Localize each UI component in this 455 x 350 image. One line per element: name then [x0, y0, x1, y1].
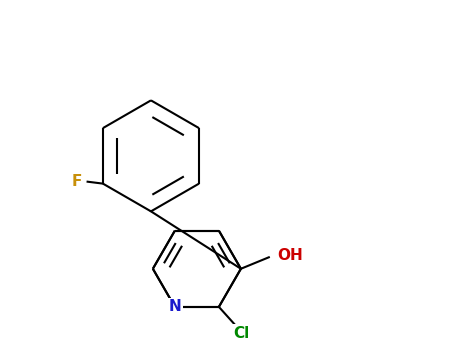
Text: OH: OH: [277, 248, 303, 263]
Text: N: N: [168, 299, 181, 314]
Text: Cl: Cl: [234, 326, 250, 341]
Text: F: F: [71, 174, 82, 189]
